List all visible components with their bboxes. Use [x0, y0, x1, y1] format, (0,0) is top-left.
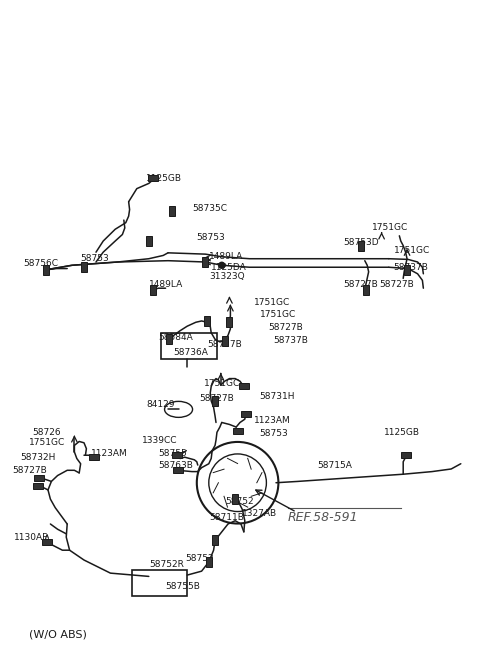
Text: 58755B: 58755B	[166, 582, 201, 591]
Text: 58584A: 58584A	[158, 333, 193, 343]
Text: 1327AB: 1327AB	[242, 509, 277, 518]
Bar	[232, 494, 238, 504]
Bar	[89, 454, 98, 460]
Text: 1489LA: 1489LA	[209, 252, 243, 261]
Text: 1751GC: 1751GC	[372, 223, 408, 233]
Text: 1130AF: 1130AF	[14, 533, 48, 542]
Text: 1751GC: 1751GC	[254, 298, 291, 307]
Text: 31323Q: 31323Q	[209, 272, 244, 281]
Text: 58727B: 58727B	[268, 323, 302, 332]
Text: 58753: 58753	[81, 254, 109, 263]
Text: 58752: 58752	[226, 496, 254, 506]
Text: 1339CC: 1339CC	[142, 436, 177, 445]
Text: 58752: 58752	[185, 553, 214, 563]
Text: (W/O ABS): (W/O ABS)	[29, 629, 87, 639]
Text: 58727B: 58727B	[199, 394, 234, 403]
Text: 1751GC: 1751GC	[204, 379, 240, 388]
Text: 58752R: 58752R	[149, 560, 184, 569]
Text: 58753: 58753	[259, 429, 288, 438]
Bar	[35, 475, 44, 481]
Bar	[241, 411, 251, 417]
Text: REF.58-591: REF.58-591	[288, 511, 359, 524]
Bar	[81, 262, 87, 272]
Bar	[166, 334, 172, 345]
Bar	[172, 452, 181, 458]
Bar	[203, 257, 208, 267]
Text: 58737B: 58737B	[394, 263, 429, 272]
Bar	[212, 535, 218, 546]
Circle shape	[219, 262, 225, 269]
Text: 1123AM: 1123AM	[254, 416, 291, 425]
Text: 1751GC: 1751GC	[394, 246, 430, 255]
Text: 58763B: 58763B	[158, 460, 193, 470]
Bar	[169, 206, 175, 216]
Bar	[148, 175, 157, 181]
Bar	[227, 317, 232, 328]
Text: 1125DA: 1125DA	[211, 263, 247, 272]
Bar	[161, 333, 217, 359]
Text: 58726: 58726	[33, 428, 61, 437]
Text: 58735C: 58735C	[192, 204, 227, 213]
Bar	[43, 265, 48, 275]
Text: 58731H: 58731H	[259, 392, 295, 401]
Text: 58727B: 58727B	[379, 280, 414, 290]
Text: 84129: 84129	[146, 400, 175, 409]
Text: 58753: 58753	[196, 233, 225, 242]
Bar	[173, 467, 182, 474]
Text: 1123AM: 1123AM	[91, 449, 128, 458]
Text: 58711B: 58711B	[209, 513, 244, 522]
Bar	[204, 316, 210, 326]
Bar	[132, 570, 187, 596]
Text: 58753D: 58753D	[343, 238, 379, 247]
Text: 1751GC: 1751GC	[260, 310, 297, 319]
Text: 58727B: 58727B	[12, 466, 47, 475]
Text: 58737B: 58737B	[274, 336, 309, 345]
Bar	[150, 284, 156, 295]
Bar	[239, 383, 249, 390]
Text: 58715A: 58715A	[317, 460, 352, 470]
Text: 58755: 58755	[158, 449, 187, 458]
Text: 1751GC: 1751GC	[29, 438, 65, 447]
Bar	[363, 284, 369, 295]
Bar	[233, 428, 242, 434]
Text: 58732H: 58732H	[20, 453, 56, 462]
Bar	[206, 557, 212, 567]
Bar	[42, 539, 52, 546]
Text: 1125GB: 1125GB	[146, 174, 182, 183]
Text: 58727B: 58727B	[207, 340, 242, 349]
Bar	[34, 483, 43, 489]
Bar	[404, 265, 410, 275]
Text: 1125GB: 1125GB	[384, 428, 420, 437]
Bar	[222, 335, 228, 346]
Text: 58727B: 58727B	[343, 280, 378, 290]
Bar	[146, 236, 152, 246]
Bar	[212, 396, 218, 406]
Text: 58736A: 58736A	[173, 348, 208, 357]
Bar	[401, 452, 410, 458]
Text: 1489LA: 1489LA	[149, 280, 183, 290]
Bar	[358, 240, 364, 251]
Text: 58756C: 58756C	[23, 259, 58, 268]
